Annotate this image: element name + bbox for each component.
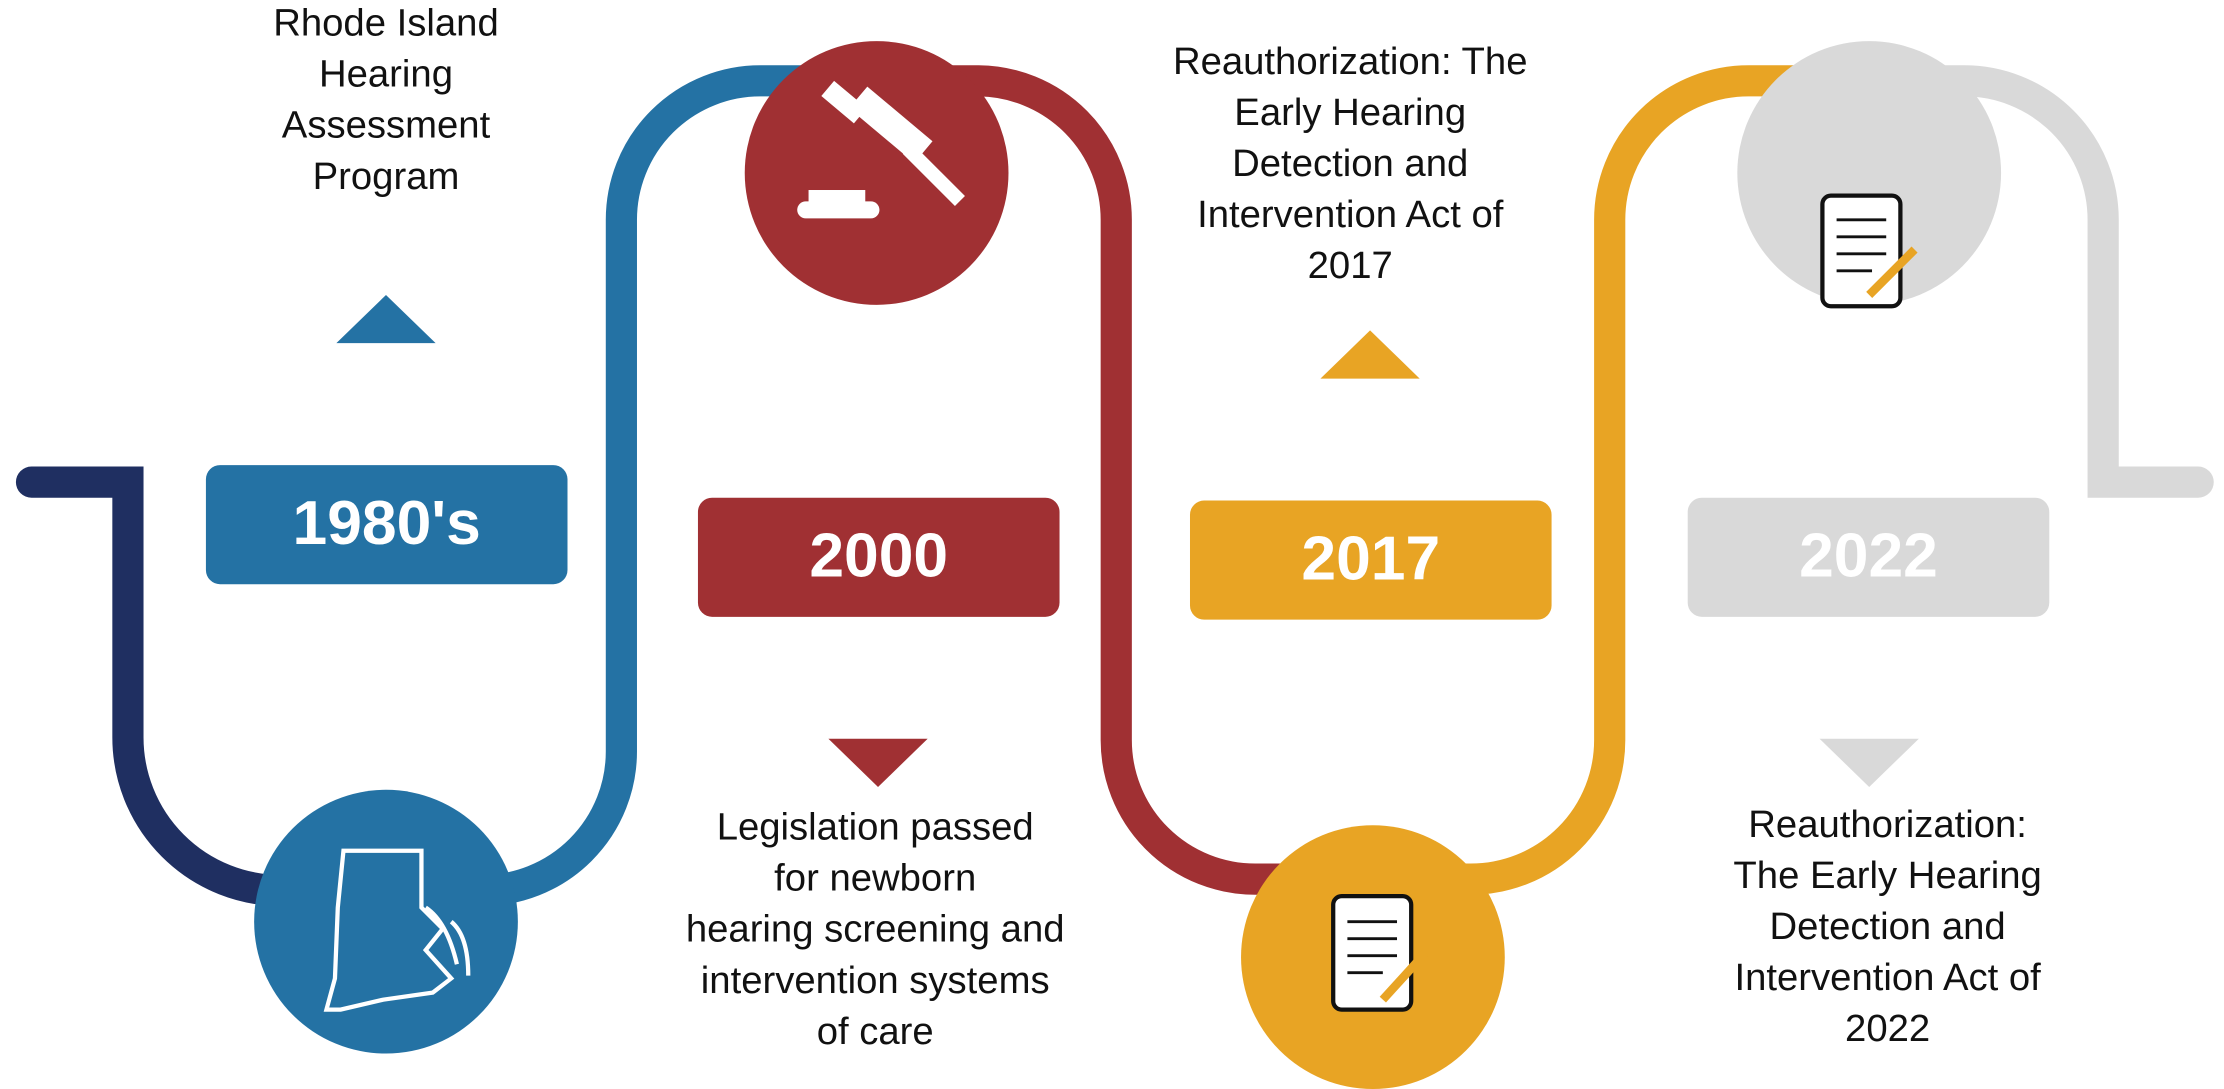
track [15,65,2214,907]
description-line: Detection and [1232,142,1468,185]
track-segment [1853,65,2214,498]
year-box [205,465,568,585]
year-label: 2000 [809,522,948,591]
state-icon-detail [424,905,471,976]
icon-circle [1737,41,2002,305]
year-box [1687,497,2050,617]
scroll-icon [1331,894,1429,1012]
description-line: The Early Hearing [1733,854,2041,897]
description-line: intervention systems [701,959,1050,1002]
description-line: Hearing [319,53,453,96]
description-line: Intervention Act of [1197,193,1504,236]
pointer-triangle [1320,330,1420,379]
gavel-icon [797,80,965,219]
icon-circle [254,789,518,1054]
icon-circle [744,41,1009,305]
year-label: 1980's [293,489,481,558]
description-line: of care [817,1010,934,1053]
description-line: Program [313,155,460,198]
description-line: hearing screening and [686,908,1065,951]
scroll-icon [1820,193,1918,309]
description-line: 2017 [1308,244,1393,287]
description-line: Detection and [1770,905,2006,948]
description-line: Intervention Act of [1734,956,2041,999]
year-label: 2022 [1799,522,1938,591]
description-line: Reauthorization: The [1173,40,1528,83]
track-segment [1357,65,1885,895]
year-box [1189,500,1552,620]
description-line: Rhode Island [273,2,499,45]
pointer-triangle [336,294,436,344]
pointer-triangle [1819,738,1919,787]
description-line: Legislation passed [717,806,1034,849]
description-line: Assessment [282,104,491,147]
description-line: for newborn [774,857,976,900]
track-segment [370,65,893,907]
description-line: Early Hearing [1234,91,1466,134]
state-icon [323,848,455,1012]
year-box [697,497,1060,617]
pointer-triangle [828,738,928,787]
description-line: Reauthorization: [1748,803,2027,846]
description-line: 2022 [1845,1007,1930,1050]
year-label: 2017 [1301,524,1440,593]
track-segment [861,65,1389,895]
track-segment [15,466,402,907]
